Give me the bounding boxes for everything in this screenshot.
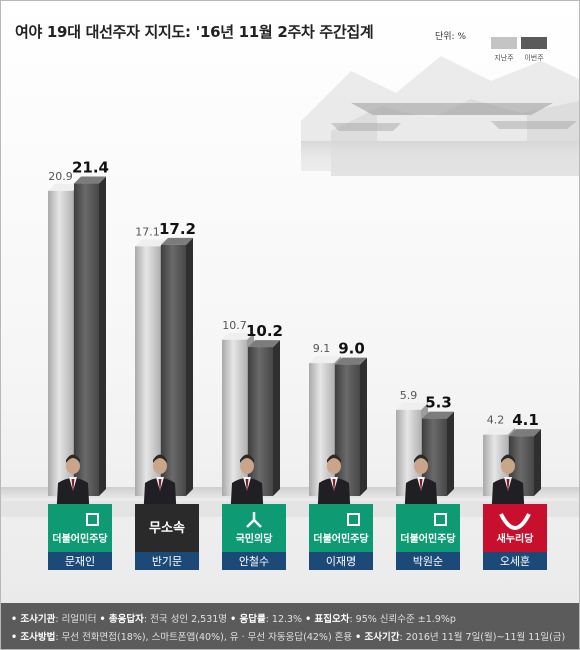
- party-name-label: 더불어민주당: [52, 532, 108, 545]
- bar-side: [360, 358, 367, 496]
- candidate-name-label: 문재인: [65, 555, 95, 568]
- survey-info-key: • 응답률: [230, 614, 266, 625]
- survey-info-value: : 2016년 11월 7일(월)~11월 11일(금): [400, 632, 566, 643]
- value-label-prev: 4.2: [487, 414, 505, 427]
- value-label-curr: 21.4: [72, 159, 109, 177]
- bar-this-week: [74, 184, 99, 496]
- bars-layer: 20.9 21.4 17.1 17.2 10.7 10.2 9.1 9.0 5.9 5.3 4.2 4…: [48, 159, 541, 496]
- survey-info-key: • 조사기간: [355, 632, 399, 643]
- value-label-curr: 5.3: [425, 394, 452, 412]
- party-name-label: 새누리당: [497, 532, 535, 545]
- value-label-curr: 4.1: [512, 411, 539, 429]
- survey-info-line-1: • 조사기관: 리얼미터 • 총응답자: 전국 성인 2,531명 • 응답률:…: [11, 611, 456, 625]
- party-badge: 무소속반기문: [135, 504, 199, 570]
- party-name-label: 국민의당: [236, 532, 274, 545]
- party-name-label: 더불어민주당: [313, 532, 369, 545]
- bar-chart: 20.9 21.4 17.1 17.2 10.7 10.2 9.1 9.0 5.9 5.3 4.2 4…: [1, 1, 579, 603]
- value-label-curr: 10.2: [246, 322, 283, 340]
- value-label-curr: 9.0: [338, 340, 365, 358]
- bar-this-week: [248, 347, 273, 496]
- survey-info-footer: • 조사기관: 리얼미터 • 총응답자: 전국 성인 2,531명 • 응답률:…: [1, 603, 579, 649]
- value-label-prev: 5.9: [400, 389, 418, 402]
- survey-info-value: : 95% 신뢰수준 ±1.9%p: [349, 614, 455, 625]
- background-landmark-image: [301, 56, 579, 176]
- value-label-prev: 9.1: [313, 342, 331, 355]
- value-label-prev: 10.7: [222, 319, 247, 332]
- bar-prev-week: [48, 191, 73, 496]
- bar-side: [186, 238, 193, 496]
- party-badge: 더불어민주당이재명: [309, 504, 373, 570]
- bar-this-week: [335, 365, 360, 496]
- bar-prev-week: [309, 363, 334, 496]
- candidate-name-label: 오세훈: [500, 555, 530, 568]
- value-label-curr: 17.2: [159, 220, 196, 238]
- survey-info-value: : 리얼미터: [55, 614, 99, 625]
- survey-info-key: • 총응답자: [100, 614, 144, 625]
- bar-side: [447, 412, 454, 496]
- value-label-prev: 17.1: [135, 225, 160, 238]
- party-name-label: 무소속: [149, 521, 185, 536]
- bar-side: [99, 177, 106, 496]
- survey-info-key: • 조사방법: [11, 632, 55, 643]
- bar-group: 17.1 17.2: [135, 220, 196, 496]
- bar-side: [273, 340, 280, 496]
- survey-info-value: : 12.3%: [266, 614, 305, 625]
- candidate-name-label: 반기문: [152, 555, 182, 568]
- survey-info-key: • 표집오차: [305, 614, 349, 625]
- survey-info-line-2: • 조사방법: 무선 전화면접(18%), 스마트폰앱(40%), 유 · 무선…: [11, 629, 565, 643]
- bar-group: 20.9 21.4: [48, 159, 109, 496]
- value-label-prev: 20.9: [48, 170, 73, 183]
- candidate-name-label: 박원순: [413, 555, 443, 568]
- survey-info-key: • 조사기관: [11, 614, 55, 625]
- candidate-name-label: 이재명: [326, 555, 356, 568]
- bar-side: [534, 429, 541, 496]
- survey-info-value: : 무선 전화면접(18%), 스마트폰앱(40%), 유 · 무선 자동응답(…: [55, 632, 355, 643]
- candidate-name-label: 안철수: [239, 555, 269, 568]
- party-name-label: 더불어민주당: [400, 532, 456, 545]
- survey-info-value: : 전국 성인 2,531명: [144, 614, 230, 625]
